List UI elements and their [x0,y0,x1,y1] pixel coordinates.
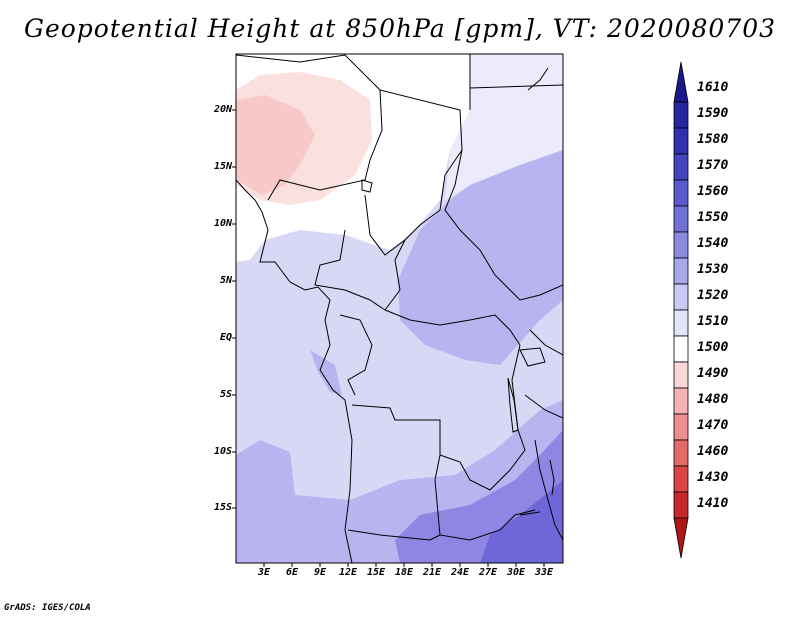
colorbar-label-1490: 1490 [697,366,729,381]
colorbar-label-1460: 1460 [697,444,729,459]
field-mid-east [398,150,563,365]
field-pink [236,95,315,195]
lat-label-20n: 20N [213,104,232,115]
colorbar-swatch [673,127,689,155]
map-field [236,54,563,563]
lat-label-eq: EQ [219,332,232,343]
lon-label-18e: 18E [394,567,414,578]
colorbar-label-1500: 1500 [697,340,729,355]
colorbar-swatch [673,283,689,311]
lat-ticks [232,109,236,509]
lat-label-10s: 10S [213,446,232,457]
lake-chad [361,179,373,193]
colorbar-label-1480: 1480 [697,392,729,407]
colorbar-swatch [673,387,689,415]
lon-label-15e: 15E [366,567,386,578]
colorbar-label-1530: 1530 [697,262,729,277]
grads-credit: GrADS: IGES/COLA [4,603,91,613]
field-deepest-se [480,480,563,563]
lat-label-5s: 5S [219,389,232,400]
colorbar-swatch [673,361,689,389]
border-kenya-tz [524,329,563,419]
colorbar-swatch [673,439,689,467]
chart-title: Geopotential Height at 850hPa [gpm], VT:… [23,14,777,43]
lake-malawi [549,459,555,496]
colorbar-swatch [673,491,689,519]
colorbar-swatch [673,257,689,285]
lat-label-15s: 15S [213,502,232,513]
lon-ticks [263,563,545,567]
colorbar-swatch [673,101,689,129]
colorbar-label-1510: 1510 [697,314,729,329]
colorbar-swatch [673,335,689,363]
colorbar-swatch [673,465,689,493]
lon-label-9e: 9E [313,567,327,578]
lon-label-3e: 3E [257,567,271,578]
lon-label-33e: 33E [534,567,554,578]
colorbar-label-1580: 1580 [697,132,729,147]
colorbar-label-1610: 1610 [697,80,729,95]
lake-victoria [519,347,546,367]
colorbar-label-1410: 1410 [697,496,729,511]
colorbar [673,61,689,559]
field-light-ne [445,54,563,200]
lat-label-10n: 10N [213,218,232,229]
coastline-west [236,179,353,563]
border-drc-north [384,309,521,346]
colorbar-label-1430: 1430 [697,470,729,485]
lon-label-12e: 12E [338,567,358,578]
lon-label-27e: 27E [478,567,498,578]
lat-label-15n: 15N [213,161,232,172]
lake-tanganyika [507,377,519,433]
border-sahel [236,54,383,201]
border-egypt-sudan [469,84,563,89]
field-mid-coast [310,350,342,395]
lon-label-30e: 30E [506,567,526,578]
colorbar-swatch [673,517,689,559]
border-zambia [434,454,536,541]
border-mozambique [534,439,563,541]
colorbar-swatch [673,231,689,259]
colorbar-label-1550: 1550 [697,210,729,225]
plot-frame [235,53,564,564]
border-chad-sudan [364,89,463,256]
lon-label-6e: 6E [285,567,299,578]
colorbar-label-1570: 1570 [697,158,729,173]
border-ethiopia [444,149,563,301]
colorbar-label-1540: 1540 [697,236,729,251]
colorbar-swatch [673,413,689,441]
country-borders [236,54,563,563]
colorbar-label-1470: 1470 [697,418,729,433]
colorbar-label-1520: 1520 [697,288,729,303]
border-congo [339,314,373,396]
colorbar-label-1590: 1590 [697,106,729,121]
lat-label-5n: 5N [219,275,232,286]
colorbar-swatch [673,205,689,233]
colorbar-label-1560: 1560 [697,184,729,199]
lon-label-24e: 24E [450,567,470,578]
lon-label-21e: 21E [422,567,442,578]
colorbar-swatch [673,61,689,103]
border-car [314,229,406,311]
colorbar-swatch [673,153,689,181]
lake-kariba [519,511,541,516]
colorbar-swatch [673,309,689,337]
border-namibia [347,529,441,541]
colorbar-swatch [673,179,689,207]
border-red-sea [527,67,549,91]
